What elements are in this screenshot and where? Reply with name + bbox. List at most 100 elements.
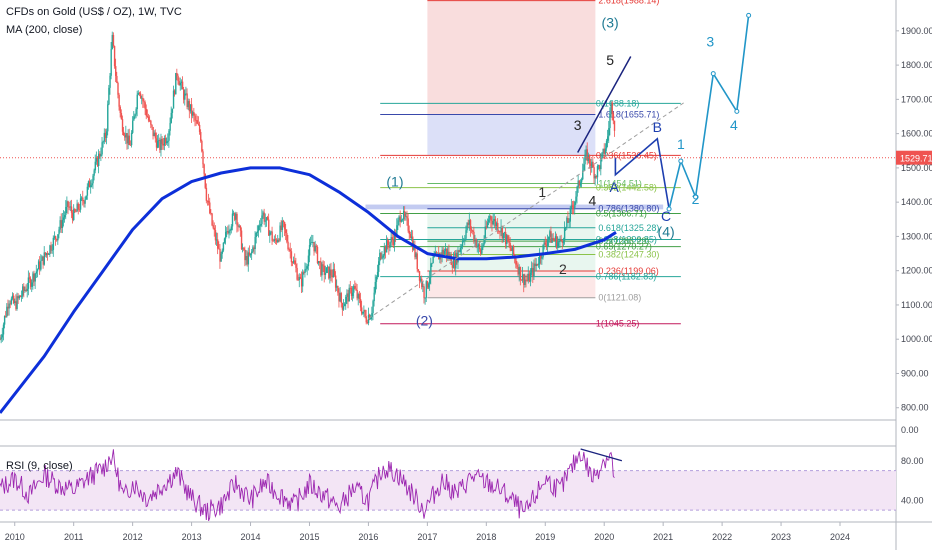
price-candle <box>323 265 326 275</box>
price-candle <box>538 254 541 264</box>
price-candle <box>204 173 206 188</box>
price-candle <box>66 201 68 207</box>
price-candle <box>442 249 445 255</box>
rsi-tick-label: 80.00 <box>901 456 924 466</box>
price-candle <box>167 140 169 142</box>
price-candle <box>484 226 486 240</box>
price-candle <box>115 66 117 76</box>
price-candle <box>396 225 398 238</box>
price-candle <box>457 250 459 263</box>
price-candle <box>211 213 213 226</box>
time-tick-label: 2013 <box>182 532 202 542</box>
price-tick-label: 1300.00 <box>901 231 932 241</box>
price-candle <box>110 48 112 76</box>
price-candle <box>105 131 108 138</box>
price-candle <box>60 220 63 228</box>
price-candle <box>255 232 257 237</box>
impulse-wave-projection <box>668 15 750 210</box>
price-candle <box>610 102 612 115</box>
price-candle <box>410 236 413 239</box>
price-candle <box>461 240 464 247</box>
price-candle <box>107 104 109 132</box>
price-candle <box>435 252 438 254</box>
price-candle <box>474 239 476 242</box>
price-candle <box>127 135 129 144</box>
price-candle <box>371 313 373 317</box>
price-candle <box>22 286 24 296</box>
fib-trend-line <box>368 102 685 320</box>
price-candle <box>155 138 158 148</box>
price-candle <box>552 238 554 240</box>
price-candle <box>613 120 616 131</box>
price-candle <box>113 45 116 67</box>
price-candle <box>311 242 313 244</box>
price-candle <box>190 104 193 116</box>
price-candle <box>23 286 25 291</box>
price-candle <box>178 81 180 86</box>
price-candle <box>171 108 174 113</box>
price-candle <box>101 142 103 155</box>
price-candle <box>103 132 106 142</box>
price-candle <box>195 120 197 121</box>
price-candle <box>304 269 306 273</box>
price-candle <box>607 136 609 141</box>
price-tick-label: 1900.00 <box>901 26 932 36</box>
price-candle <box>467 222 469 225</box>
price-candle <box>269 232 271 236</box>
price-candle <box>535 263 537 267</box>
price-candle <box>53 236 56 238</box>
price-candle <box>108 87 110 105</box>
price-candle <box>489 215 491 220</box>
fib-level-label: 0.5(1286.29) <box>598 236 649 246</box>
price-candle <box>42 256 44 265</box>
price-candle <box>129 144 132 146</box>
price-tick-label: 900.00 <box>901 368 929 378</box>
price-candle <box>482 244 484 248</box>
price-candle <box>236 213 238 226</box>
price-candle <box>217 239 219 249</box>
price-candle <box>91 183 93 186</box>
wave-label: B <box>653 119 662 135</box>
price-candle <box>588 154 591 164</box>
price-candle <box>455 252 457 269</box>
wave-label: 3 <box>706 33 714 49</box>
price-candle <box>109 75 111 88</box>
price-candle <box>45 253 48 256</box>
wave-label: (3) <box>602 14 619 30</box>
fib-level-label: 1(1454.51) <box>598 178 642 188</box>
price-candle <box>7 306 9 309</box>
price-candle <box>145 109 148 116</box>
price-candle <box>227 231 229 234</box>
price-candle <box>249 253 252 256</box>
price-candle <box>340 293 343 304</box>
price-candle <box>234 213 236 220</box>
price-candle <box>362 311 364 314</box>
price-candle <box>189 104 192 112</box>
price-candle <box>134 114 136 117</box>
price-candle <box>493 218 496 222</box>
price-candle <box>122 131 125 136</box>
price-candle <box>458 250 460 252</box>
price-candle <box>528 273 531 282</box>
price-candle <box>512 245 515 255</box>
price-candle <box>536 263 539 265</box>
price-candle <box>128 135 131 145</box>
price-candle <box>231 213 234 227</box>
price-candle <box>86 186 89 196</box>
price-candle <box>523 274 525 285</box>
price-candle <box>214 230 217 241</box>
price-candle <box>163 138 166 146</box>
rsi-indicator-label: RSI (9, close) <box>6 460 73 472</box>
price-candle <box>507 235 509 242</box>
price-candle <box>504 232 507 245</box>
price-candle <box>93 170 95 176</box>
price-candle <box>349 287 352 289</box>
price-candle <box>209 202 211 214</box>
price-candle <box>31 282 33 287</box>
price-candle <box>290 251 293 263</box>
price-candle <box>278 239 280 241</box>
price-candle <box>294 260 296 265</box>
price-candle <box>1 334 4 338</box>
